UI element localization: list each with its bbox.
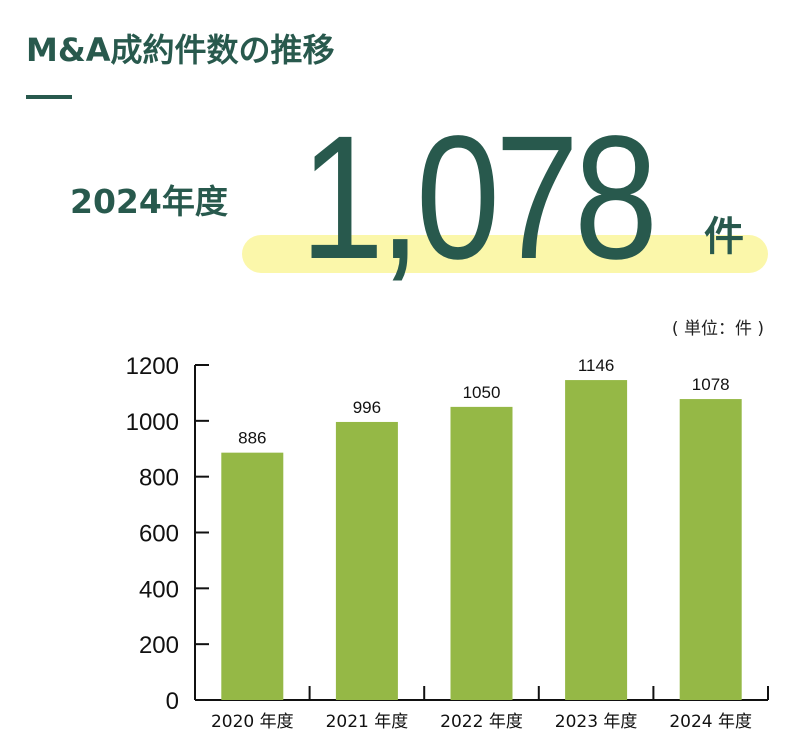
chart-title: M&A成約件数の推移 bbox=[26, 31, 335, 69]
data-label: 1050 bbox=[463, 383, 501, 402]
unit-note: ( 単位：件 ) bbox=[671, 319, 764, 339]
highlight-year-label: 2024年度 bbox=[70, 182, 228, 221]
x-tick-label: 2020 年度 bbox=[211, 712, 294, 732]
y-tick-label: 400 bbox=[139, 576, 179, 603]
y-tick-label: 800 bbox=[139, 465, 179, 492]
x-tick-label: 2024 年度 bbox=[669, 712, 752, 732]
data-label: 1146 bbox=[578, 356, 615, 375]
bar bbox=[335, 421, 398, 700]
data-label: 1078 bbox=[692, 375, 730, 394]
title-underline bbox=[26, 95, 72, 99]
y-tick-label: 0 bbox=[166, 688, 179, 715]
data-label: 886 bbox=[238, 429, 266, 448]
data-label: 996 bbox=[353, 398, 381, 417]
highlight-marker bbox=[242, 235, 768, 273]
highlight-unit: 件 bbox=[704, 214, 744, 260]
bar bbox=[450, 406, 513, 700]
x-tick-label: 2022 年度 bbox=[440, 712, 523, 732]
y-tick-label: 200 bbox=[139, 632, 179, 659]
highlight-value: 1,078 bbox=[300, 100, 658, 296]
y-tick-label: 600 bbox=[139, 521, 179, 548]
x-tick-label: 2023 年度 bbox=[555, 712, 638, 732]
y-tick-label: 1000 bbox=[126, 409, 179, 436]
bar bbox=[565, 380, 628, 700]
bar bbox=[221, 452, 284, 700]
x-tick-label: 2021 年度 bbox=[326, 712, 409, 732]
y-tick-label: 1200 bbox=[126, 353, 179, 380]
bar bbox=[679, 399, 742, 700]
